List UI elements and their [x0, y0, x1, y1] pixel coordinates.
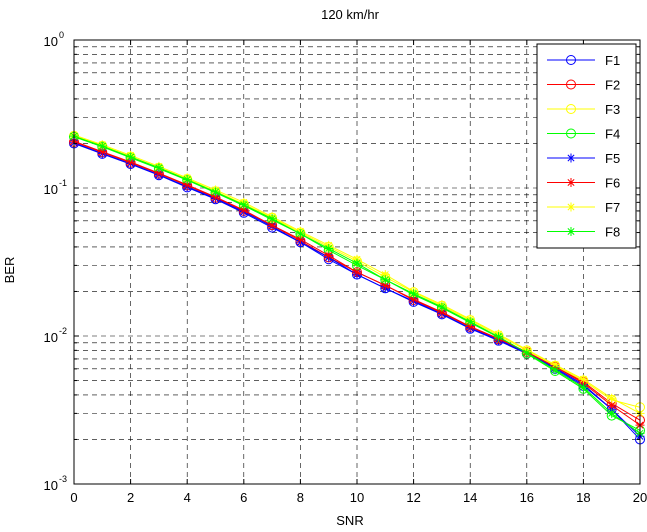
data-point — [409, 294, 419, 304]
legend-label: F7 — [605, 200, 620, 215]
data-point — [380, 280, 390, 290]
legend-label: F8 — [605, 225, 620, 240]
data-point — [578, 382, 588, 392]
data-point — [324, 244, 334, 254]
legend-marker — [566, 104, 576, 114]
x-tick-label: 16 — [520, 490, 534, 505]
x-tick-label: 2 — [127, 490, 134, 505]
series-layer — [69, 130, 645, 445]
data-point — [607, 408, 617, 418]
x-tick-label: 10 — [350, 490, 364, 505]
data-point — [211, 192, 220, 202]
legend-item-f6: F6 — [547, 176, 620, 191]
x-tick-label: 20 — [633, 490, 647, 505]
legend-item-f4: F4 — [547, 127, 620, 142]
legend: F1 F2 F3 F4 F5 F6 F7 F8 — [536, 43, 637, 249]
y-tick-exponent: -2 — [59, 326, 67, 336]
x-tick-label: 12 — [406, 490, 420, 505]
series-f8 — [69, 131, 645, 438]
data-point — [211, 187, 220, 197]
data-point — [607, 393, 617, 403]
data-point — [97, 141, 107, 151]
chart-title: 120 km/hr — [321, 7, 379, 22]
data-point — [380, 270, 390, 280]
data-point — [607, 400, 617, 410]
legend-box — [536, 43, 637, 249]
data-point — [522, 348, 532, 358]
y-tick-base: 10 — [44, 34, 58, 49]
data-point — [154, 163, 164, 173]
data-point — [578, 374, 588, 384]
legend-marker — [566, 153, 576, 163]
data-point — [126, 157, 136, 167]
x-tick-label: 14 — [463, 490, 477, 505]
legend-marker — [566, 128, 576, 139]
y-tick-label: 10 -3 — [44, 474, 67, 493]
legend-label: F4 — [605, 127, 620, 142]
y-tick-exponent: 0 — [59, 30, 64, 40]
data-point — [550, 360, 560, 370]
legend-label: F3 — [605, 102, 620, 117]
data-point — [550, 365, 560, 375]
data-point — [182, 175, 192, 185]
y-tick-exponent: -1 — [59, 178, 67, 188]
data-point — [267, 214, 277, 224]
data-point — [409, 289, 419, 299]
data-point — [239, 200, 249, 210]
x-tick-label: 4 — [184, 490, 191, 505]
data-point — [380, 275, 390, 285]
data-point — [465, 317, 475, 327]
y-tick-base: 10 — [44, 330, 58, 345]
y-tick-base: 10 — [44, 182, 58, 197]
data-point — [437, 307, 447, 317]
legend-label: F1 — [605, 53, 620, 68]
x-tick-label: 0 — [70, 490, 77, 505]
data-point — [154, 168, 164, 178]
data-point — [465, 321, 475, 331]
y-tick-exponent: -3 — [59, 474, 67, 484]
tick-marks — [73, 39, 641, 485]
x-tick-label: 6 — [240, 490, 247, 505]
y-tick-label: 10 0 — [44, 30, 64, 49]
legend-marker — [566, 178, 576, 187]
y-tick-label: 10 -1 — [44, 178, 67, 197]
data-point — [97, 147, 107, 157]
data-point — [267, 220, 277, 230]
legend-label: F6 — [605, 176, 620, 191]
legend-marker — [566, 227, 576, 236]
legend-marker — [566, 202, 576, 212]
legend-label: F2 — [605, 78, 620, 93]
legend-item-f1: F1 — [547, 53, 620, 68]
y-axis-label: BER — [2, 257, 17, 284]
data-point — [324, 250, 334, 260]
x-tick-label: 8 — [297, 490, 304, 505]
legend-item-f5: F5 — [547, 151, 620, 166]
legend-label: F5 — [605, 151, 620, 166]
data-point — [437, 302, 447, 312]
legend-item-f7: F7 — [547, 200, 620, 215]
legend-marker — [566, 55, 576, 65]
y-tick-base: 10 — [44, 478, 58, 493]
data-point — [295, 234, 305, 244]
data-point — [126, 152, 136, 162]
y-tick-label: 10 -2 — [44, 326, 67, 345]
data-point — [494, 332, 503, 342]
legend-item-f8: F8 — [547, 225, 620, 240]
data-point — [182, 180, 192, 190]
x-axis-label: SNR — [336, 513, 363, 528]
legend-item-f3: F3 — [547, 102, 620, 117]
x-tick-label: 18 — [576, 490, 590, 505]
data-point — [352, 258, 362, 268]
data-point — [352, 267, 362, 277]
data-point — [295, 229, 305, 239]
data-point — [239, 205, 249, 215]
legend-item-f2: F2 — [547, 78, 620, 93]
legend-marker — [566, 79, 576, 90]
